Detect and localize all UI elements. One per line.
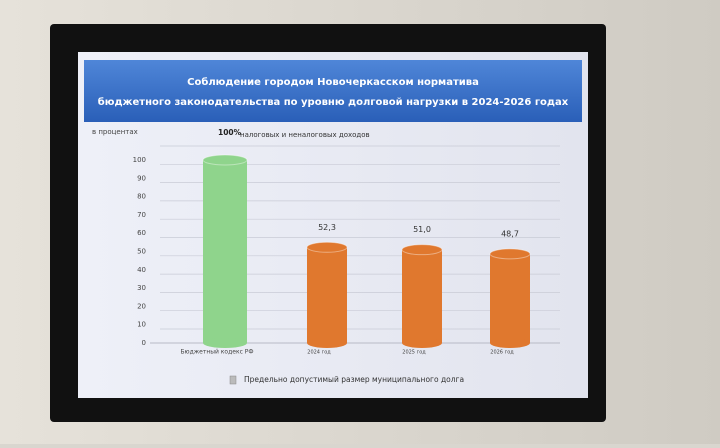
data-label: 51,0 [413, 225, 431, 234]
y-tick-label: 100 [133, 156, 146, 164]
bar-top [306, 241, 348, 253]
bar [489, 248, 531, 348]
y-tick-label: 70 [137, 211, 146, 219]
title-banner [84, 60, 582, 122]
legend-swatch [229, 375, 237, 385]
x-tick-label: 2024 год [307, 350, 331, 356]
bar-top [401, 244, 443, 256]
title-line: Соблюдение городом Новочеркасском нормат… [187, 76, 479, 88]
bar-body [203, 160, 247, 343]
bar-body [307, 247, 347, 343]
y-tick-label: 0 [142, 339, 146, 347]
y-tick-label: 30 [137, 284, 146, 292]
y-tick-label: 50 [137, 248, 146, 256]
y-tick-label: 80 [137, 193, 146, 201]
y-tick-label: 40 [137, 266, 146, 274]
y-axis-label: в процентах [92, 128, 138, 136]
annotation: налоговых и неналоговых доходов [240, 131, 370, 139]
data-label: 52,3 [318, 223, 336, 232]
data-label: 100% [218, 128, 242, 137]
bar-base [490, 338, 530, 348]
bar-base [307, 338, 347, 348]
bar [401, 244, 443, 348]
bar-base [203, 338, 247, 348]
title-line: бюджетного законодательства по уровню до… [98, 96, 569, 108]
y-tick-label: 10 [137, 321, 146, 329]
bar-top [489, 248, 531, 260]
y-tick-label: 60 [137, 229, 146, 237]
plot: 0 10 20 30 40 50 60 70 80 90 100 Бюджетный кодекс Р… [133, 128, 560, 385]
x-tick-label: 2026 год [490, 350, 514, 356]
x-tick-label: Бюджетный кодекс РФ [180, 349, 253, 356]
bar-base [402, 338, 442, 348]
bar [202, 154, 248, 348]
x-tick-label: 2025 год [402, 350, 426, 356]
bar-body [490, 253, 530, 343]
bar [306, 241, 348, 348]
legend-label: Предельно допустимый размер муниципально… [244, 375, 464, 384]
y-tick-label: 20 [137, 302, 146, 310]
data-label: 48,7 [501, 229, 519, 238]
bar-top [202, 154, 248, 166]
bar-body [402, 249, 442, 343]
y-tick-label: 90 [137, 174, 146, 182]
